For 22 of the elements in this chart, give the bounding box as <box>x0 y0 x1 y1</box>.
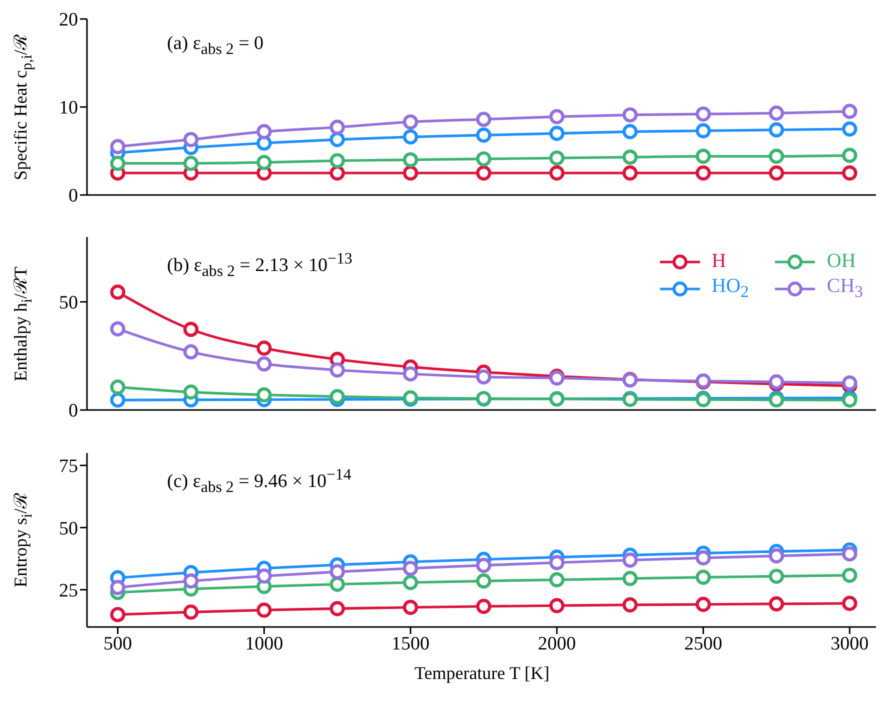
x-tick-label: 2500 <box>684 633 722 654</box>
y-tick-label: 75 <box>59 456 78 478</box>
legend-label: CH$_{3}$ <box>826 275 863 302</box>
y-tick-label: 50 <box>59 518 78 540</box>
x-tick-label: 1000 <box>245 633 284 654</box>
y-tick-label: 10 <box>59 98 78 119</box>
annotation: (b) ε$_{abs 2}$ = 2.13 × 10$^{−13}$ <box>167 251 352 280</box>
legend-label: H <box>712 250 726 273</box>
x-axis-title: Temperature T [K] <box>414 663 550 683</box>
y-tick-label: 0 <box>68 400 78 422</box>
x-tick-label: 3000 <box>830 633 869 654</box>
y-tick-label: 50 <box>59 292 78 314</box>
x-tick-label: 1500 <box>392 633 430 654</box>
legend-label: OH <box>826 250 856 273</box>
annotation: (c) ε$_{abs 2}$ = 9.46 × 10$^{−14}$ <box>167 467 352 496</box>
x-tick-label: 500 <box>103 633 132 654</box>
x-tick-label: 2000 <box>538 633 576 654</box>
annotation: (a) ε$_{abs 2}$ = 0 <box>167 33 264 58</box>
y-tick-label: 25 <box>59 580 78 602</box>
y-tick-label: 20 <box>59 10 78 31</box>
y-tick-label: 0 <box>68 186 78 207</box>
legend-label: HO$_{2}$ <box>712 275 749 302</box>
